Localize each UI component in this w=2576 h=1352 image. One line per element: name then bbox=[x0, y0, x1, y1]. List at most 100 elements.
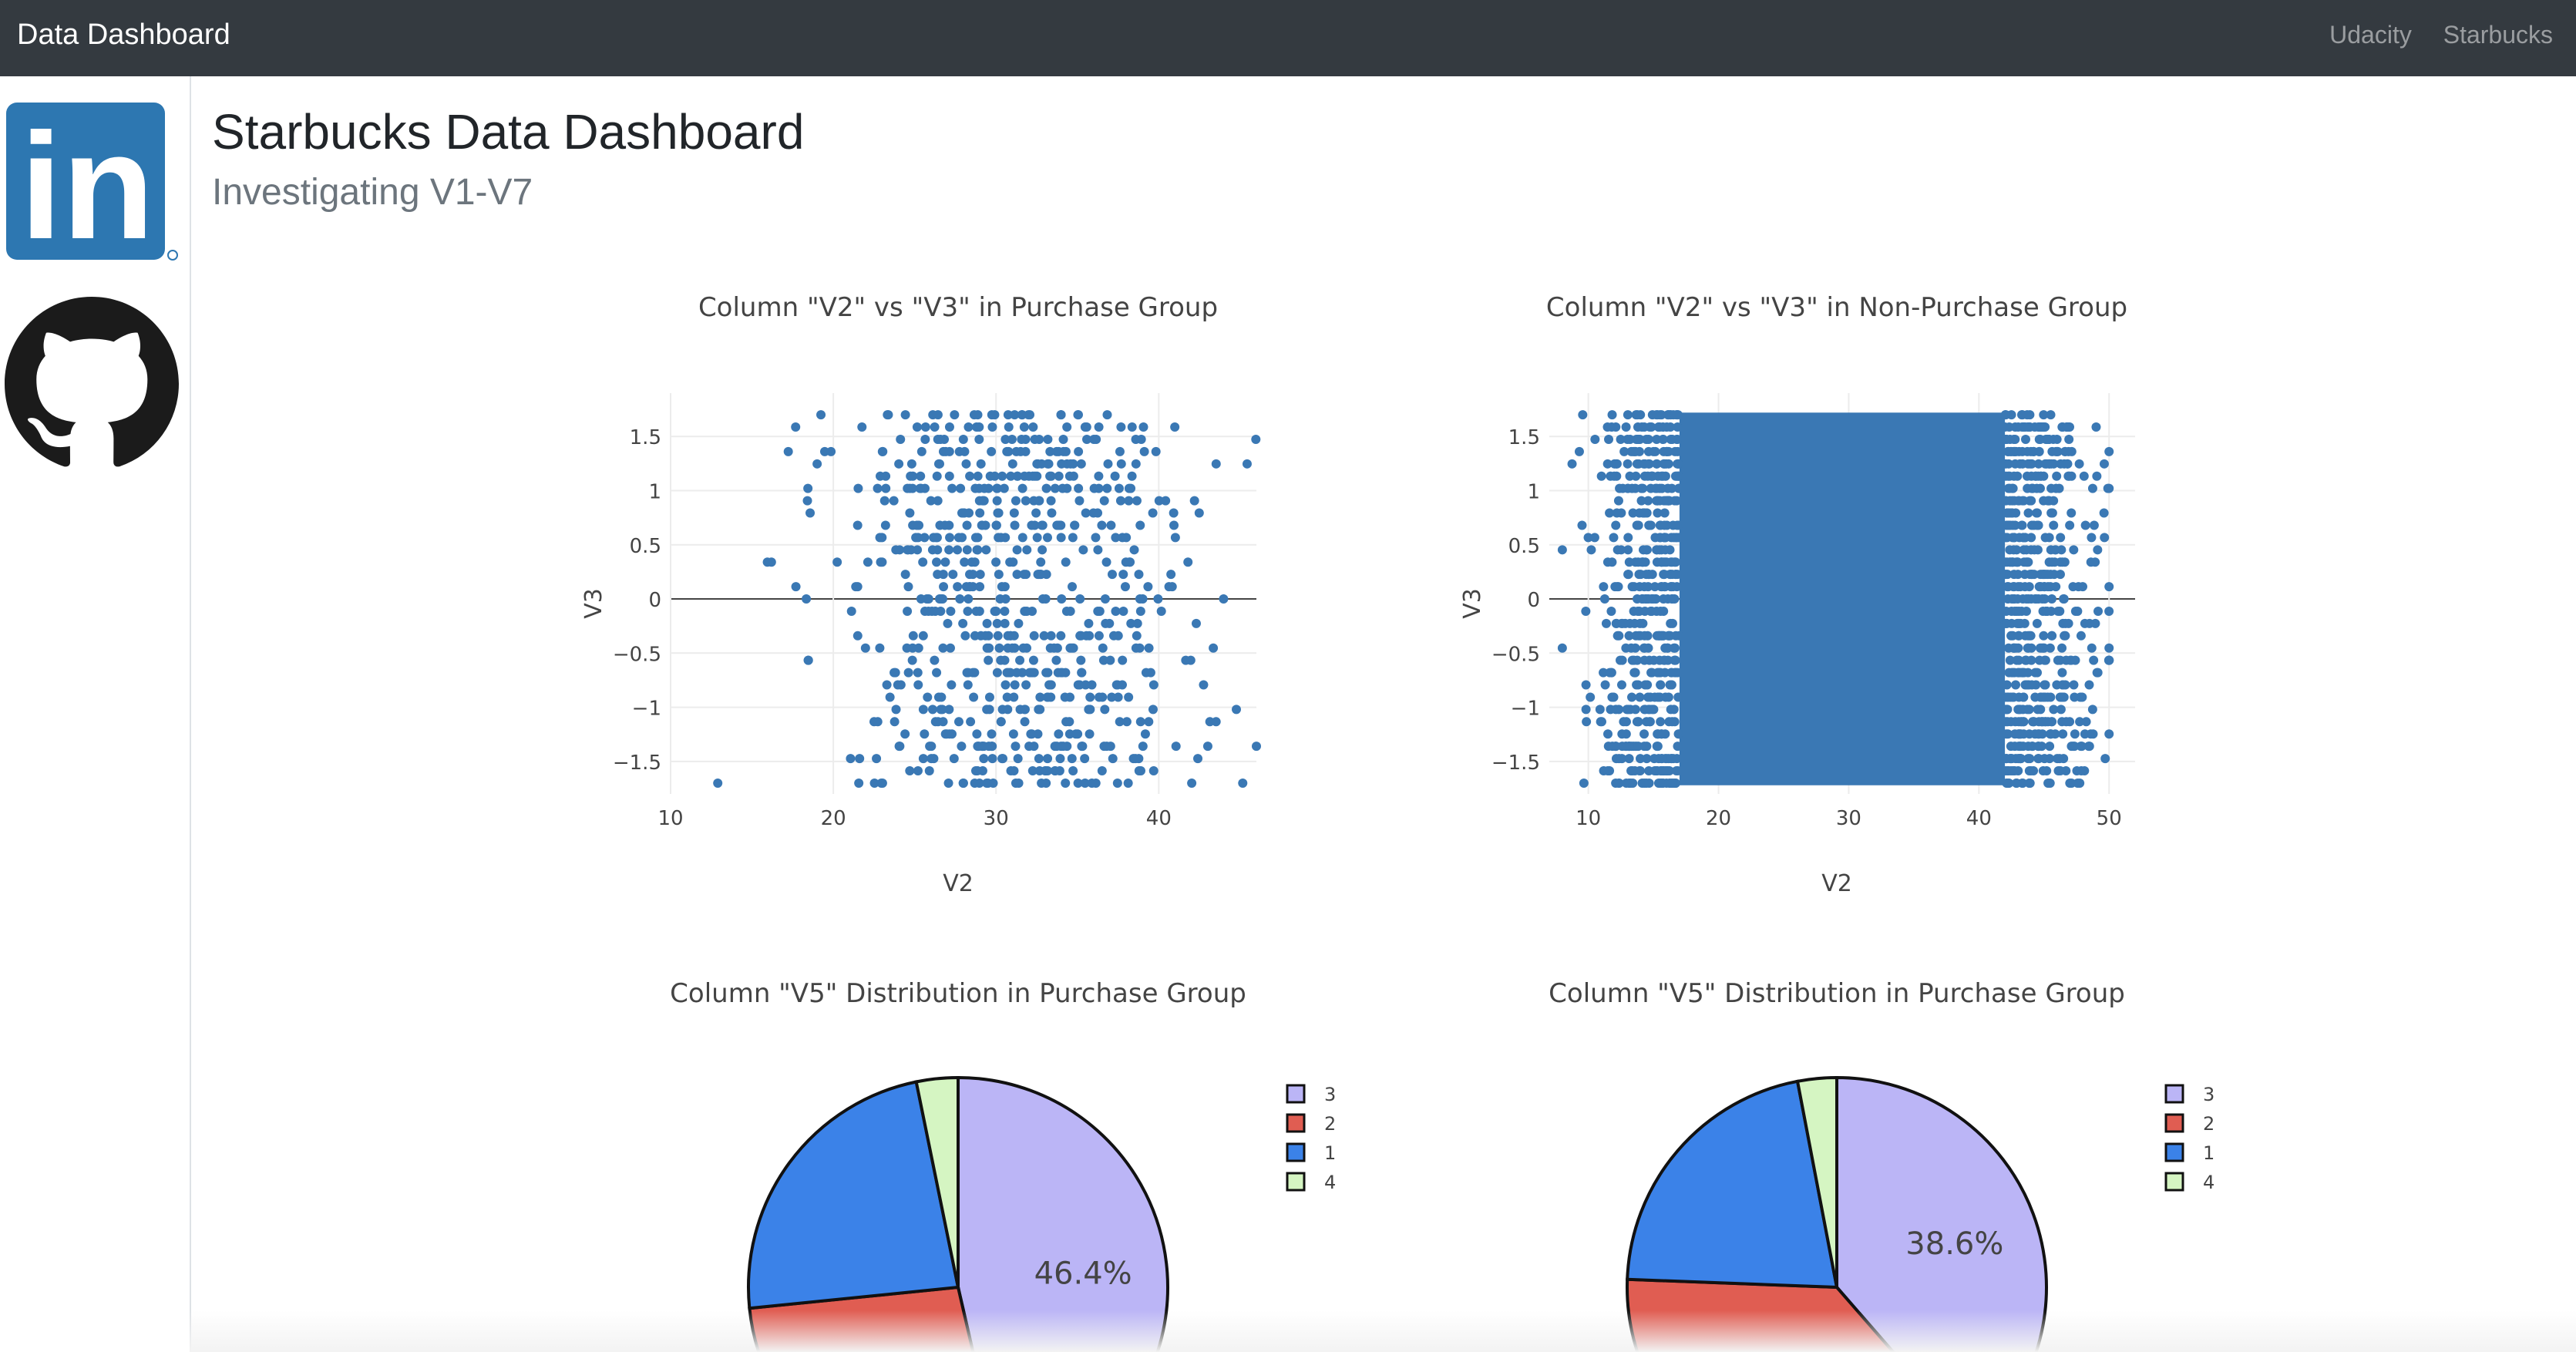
data-point bbox=[1134, 570, 1144, 580]
data-point bbox=[1000, 655, 1010, 665]
pie-slice bbox=[1795, 1075, 1838, 1288]
data-point bbox=[1132, 631, 1142, 641]
data-point bbox=[1663, 643, 1673, 653]
data-point bbox=[1637, 594, 1647, 604]
data-point bbox=[2087, 483, 2097, 493]
data-point bbox=[1624, 754, 1634, 764]
data-point bbox=[1019, 422, 1029, 432]
data-point bbox=[2036, 742, 2046, 752]
data-point bbox=[1000, 606, 1010, 616]
data-point bbox=[2011, 680, 2021, 690]
data-point bbox=[2100, 533, 2110, 543]
data-point bbox=[2078, 582, 2088, 592]
data-point bbox=[2046, 545, 2056, 555]
data-point bbox=[1124, 496, 1134, 506]
data-point bbox=[1093, 545, 1103, 555]
navbar-brand[interactable]: Data Dashboard bbox=[17, 18, 230, 51]
data-point bbox=[913, 668, 923, 678]
data-point bbox=[2079, 471, 2089, 481]
data-point bbox=[2023, 483, 2033, 493]
x-tick-label: 10 bbox=[1576, 807, 1601, 830]
data-point bbox=[1606, 606, 1616, 616]
data-point bbox=[891, 705, 901, 715]
data-point bbox=[1143, 582, 1153, 592]
data-point bbox=[1567, 459, 1577, 469]
data-point bbox=[2100, 754, 2110, 764]
legend-label: 2 bbox=[2203, 1113, 2214, 1135]
data-point bbox=[1633, 717, 1643, 727]
data-point bbox=[953, 533, 963, 543]
data-point bbox=[2043, 434, 2053, 444]
data-point bbox=[2040, 594, 2050, 604]
data-point bbox=[900, 570, 910, 580]
data-point bbox=[1098, 692, 1108, 702]
data-point bbox=[987, 410, 997, 420]
linkedin-icon[interactable]: in bbox=[5, 101, 180, 263]
data-point bbox=[1051, 446, 1061, 456]
data-point bbox=[1609, 533, 1619, 543]
data-point bbox=[979, 754, 989, 764]
data-point bbox=[1094, 631, 1104, 641]
data-point bbox=[2024, 705, 2034, 715]
data-point bbox=[2034, 446, 2044, 456]
data-point bbox=[1663, 496, 1673, 506]
data-point bbox=[889, 496, 899, 506]
data-point bbox=[1667, 594, 1677, 604]
data-point bbox=[1596, 717, 1606, 727]
data-point bbox=[1017, 668, 1027, 678]
data-point bbox=[960, 631, 970, 641]
data-point bbox=[937, 692, 947, 702]
data-point bbox=[1013, 754, 1023, 764]
data-point bbox=[1586, 545, 1596, 555]
x-tick-label: 20 bbox=[821, 807, 846, 830]
data-point bbox=[997, 754, 1007, 764]
data-point bbox=[992, 668, 1002, 678]
data-point bbox=[2030, 545, 2040, 555]
data-point bbox=[2024, 729, 2034, 739]
data-point bbox=[1022, 545, 1032, 555]
data-point bbox=[2003, 729, 2013, 739]
data-point bbox=[1073, 680, 1083, 690]
github-icon[interactable] bbox=[5, 297, 179, 471]
data-point bbox=[1056, 533, 1066, 543]
data-point bbox=[2056, 533, 2066, 543]
data-point bbox=[1664, 631, 1674, 641]
data-point bbox=[937, 594, 947, 604]
data-point bbox=[923, 692, 933, 702]
data-point bbox=[2080, 520, 2090, 530]
data-point bbox=[2087, 705, 2097, 715]
data-point bbox=[907, 655, 917, 665]
data-point bbox=[1666, 705, 1676, 715]
data-point bbox=[877, 533, 887, 543]
data-point bbox=[2025, 459, 2035, 469]
data-point bbox=[1111, 606, 1121, 616]
data-point bbox=[1242, 459, 1252, 469]
data-point bbox=[1635, 582, 1645, 592]
data-point bbox=[1161, 496, 1171, 506]
data-point bbox=[970, 533, 980, 543]
data-point bbox=[1081, 631, 1091, 641]
data-point bbox=[1659, 446, 1669, 456]
linkedin-glyph: in bbox=[20, 102, 154, 263]
data-point bbox=[766, 557, 776, 567]
data-point bbox=[2065, 717, 2075, 727]
data-point bbox=[981, 545, 991, 555]
data-point bbox=[1252, 742, 1261, 752]
data-point bbox=[1065, 692, 1075, 702]
data-point bbox=[2032, 483, 2042, 493]
data-point bbox=[972, 545, 982, 555]
data-point bbox=[1153, 594, 1163, 604]
nav-link-starbucks[interactable]: Starbucks bbox=[2443, 21, 2553, 49]
data-point bbox=[1132, 618, 1142, 628]
data-point bbox=[962, 545, 972, 555]
nav-link-udacity[interactable]: Udacity bbox=[2329, 21, 2412, 49]
data-point bbox=[2056, 545, 2067, 555]
data-point bbox=[916, 446, 926, 456]
data-point bbox=[878, 446, 888, 456]
scatter-chart-purchase: Column "V2" vs "V3" in Purchase Group 1.… bbox=[570, 270, 1295, 910]
data-point bbox=[1674, 483, 1684, 493]
data-point bbox=[2076, 631, 2086, 641]
data-point bbox=[1106, 520, 1116, 530]
data-point bbox=[946, 606, 956, 616]
data-point bbox=[1054, 471, 1064, 481]
